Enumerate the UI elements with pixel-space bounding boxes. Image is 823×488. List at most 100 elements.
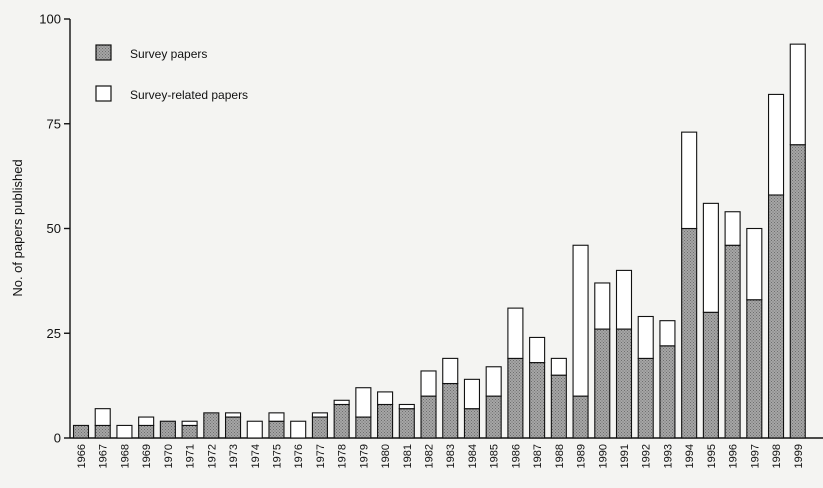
bar-survey-papers-1999 <box>789 144 806 439</box>
bar-survey-papers-1971 <box>181 424 198 439</box>
x-tick-label-1982: 1982 <box>424 444 436 468</box>
x-tick-label-1971: 1971 <box>185 444 197 468</box>
bar-survey-related-papers-1995 <box>702 202 719 313</box>
legend: Survey papers Survey-related papers <box>95 44 248 102</box>
x-tick-label-1976: 1976 <box>293 444 305 468</box>
bar-survey-related-papers-1987 <box>529 336 546 364</box>
bar-survey-papers-1967 <box>94 424 111 439</box>
x-tick-label-1990: 1990 <box>597 444 609 468</box>
bar-survey-related-papers-1969 <box>138 416 155 426</box>
x-tick-label-1972: 1972 <box>206 444 218 468</box>
bar-survey-papers-1988 <box>550 374 567 439</box>
bar-survey-papers-1979 <box>355 416 372 439</box>
x-tick-label-1995: 1995 <box>706 444 718 468</box>
bar-survey-papers-1998 <box>767 194 785 439</box>
x-tick-label-1966: 1966 <box>76 444 88 468</box>
bar-survey-papers-1996 <box>724 244 741 439</box>
bar-survey-related-papers-1996 <box>724 211 741 246</box>
x-tick-label-1977: 1977 <box>315 444 327 468</box>
bar-survey-papers-1977 <box>311 416 328 439</box>
bar-survey-related-papers-1967 <box>94 408 111 426</box>
bars <box>72 43 806 439</box>
bar-survey-papers-1978 <box>333 403 350 439</box>
x-tick-label-1969: 1969 <box>141 444 153 468</box>
x-tick-label-1986: 1986 <box>510 444 522 468</box>
x-tick-label-1992: 1992 <box>641 444 653 468</box>
y-axis-title: No. of papers published <box>10 159 25 296</box>
bar-survey-related-papers-1997 <box>746 227 763 301</box>
x-tick-label-1968: 1968 <box>119 444 131 468</box>
x-tick-label-1999: 1999 <box>793 444 805 468</box>
x-tick-label-1981: 1981 <box>402 444 414 468</box>
bar-survey-related-papers-1986 <box>507 307 524 359</box>
y-tick-label: 25 <box>47 326 61 341</box>
x-tick-label-1989: 1989 <box>576 444 588 468</box>
bar-survey-related-papers-1978 <box>333 399 350 406</box>
y-ticks: 0 25 50 75 100 <box>39 12 70 446</box>
x-tick-label-1988: 1988 <box>554 444 566 468</box>
x-tick-label-1993: 1993 <box>662 444 674 468</box>
bar-survey-papers-1992 <box>637 357 654 439</box>
y-tick-label: 0 <box>54 431 61 446</box>
legend-swatch-survey-related-papers <box>95 85 112 102</box>
bar-survey-papers-1980 <box>377 403 394 439</box>
bar-survey-related-papers-1994 <box>681 131 698 230</box>
bar-survey-related-papers-1981 <box>398 403 415 410</box>
bar-survey-related-papers-1983 <box>442 357 459 385</box>
bar-survey-related-papers-1991 <box>615 269 633 330</box>
bar-survey-related-papers-1982 <box>420 370 437 397</box>
bar-survey-papers-1995 <box>702 311 719 439</box>
bar-survey-papers-1990 <box>594 328 611 439</box>
x-tick-labels: 1966 1967 1968 1969 1970 1971 1972 1973 1974 1975… <box>76 444 805 468</box>
bar-survey-papers-1982 <box>420 395 437 439</box>
bar-survey-papers-1986 <box>507 357 524 439</box>
bar-survey-papers-1997 <box>746 299 763 439</box>
bar-survey-papers-1975 <box>268 420 285 439</box>
y-tick-label: 75 <box>47 116 61 131</box>
bar-survey-papers-1994 <box>681 227 698 439</box>
legend-label-survey-related-papers: Survey-related papers <box>130 88 248 102</box>
bar-survey-papers-1970 <box>159 420 176 439</box>
x-tick-label-1998: 1998 <box>771 444 783 468</box>
x-tick-label-1979: 1979 <box>358 444 370 468</box>
x-tick-label-1978: 1978 <box>337 444 349 468</box>
bar-survey-related-papers-1998 <box>767 93 785 196</box>
bar-survey-related-papers-1973 <box>224 412 242 418</box>
x-tick-label-1975: 1975 <box>271 444 283 468</box>
bar-survey-papers-1981 <box>398 408 415 439</box>
x-tick-label-1973: 1973 <box>228 444 240 468</box>
x-tick-label-1980: 1980 <box>380 444 392 468</box>
x-tick-label-1997: 1997 <box>749 444 761 468</box>
y-tick-label: 50 <box>47 221 61 236</box>
bar-survey-related-papers-1976 <box>290 420 307 439</box>
x-tick-label-1985: 1985 <box>489 444 501 468</box>
x-tick-label-1987: 1987 <box>532 444 544 468</box>
bar-survey-papers-1969 <box>138 424 155 439</box>
legend-swatch-survey-papers <box>95 44 112 61</box>
bar-survey-related-papers-1989 <box>572 244 589 397</box>
x-tick-label-1967: 1967 <box>98 444 110 468</box>
bar-survey-papers-1987 <box>529 362 546 439</box>
bar-survey-related-papers-1990 <box>594 282 611 330</box>
x-tick-label-1996: 1996 <box>728 444 740 468</box>
bar-survey-papers-1984 <box>463 408 481 439</box>
bar-survey-related-papers-1979 <box>355 387 372 418</box>
bar-survey-papers-1985 <box>485 395 502 439</box>
x-tick-label-1983: 1983 <box>445 444 457 468</box>
bar-survey-related-papers-1975 <box>268 412 285 422</box>
legend-label-survey-papers: Survey papers <box>130 47 207 61</box>
bar-survey-papers-1966 <box>72 424 90 439</box>
bar-survey-related-papers-1968 <box>116 424 133 439</box>
bar-survey-papers-1973 <box>224 416 242 439</box>
bar-survey-related-papers-1971 <box>181 420 198 426</box>
bar-survey-papers-1989 <box>572 395 589 439</box>
bar-survey-related-papers-1974 <box>246 420 263 439</box>
x-tick-label-1974: 1974 <box>250 444 262 468</box>
x-tick-label-1994: 1994 <box>684 444 696 468</box>
bar-survey-papers-1972 <box>203 412 220 439</box>
bar-survey-related-papers-1999 <box>789 43 806 146</box>
bar-survey-related-papers-1992 <box>637 315 654 359</box>
bar-survey-related-papers-1980 <box>377 391 394 406</box>
y-tick-label: 100 <box>39 12 61 27</box>
